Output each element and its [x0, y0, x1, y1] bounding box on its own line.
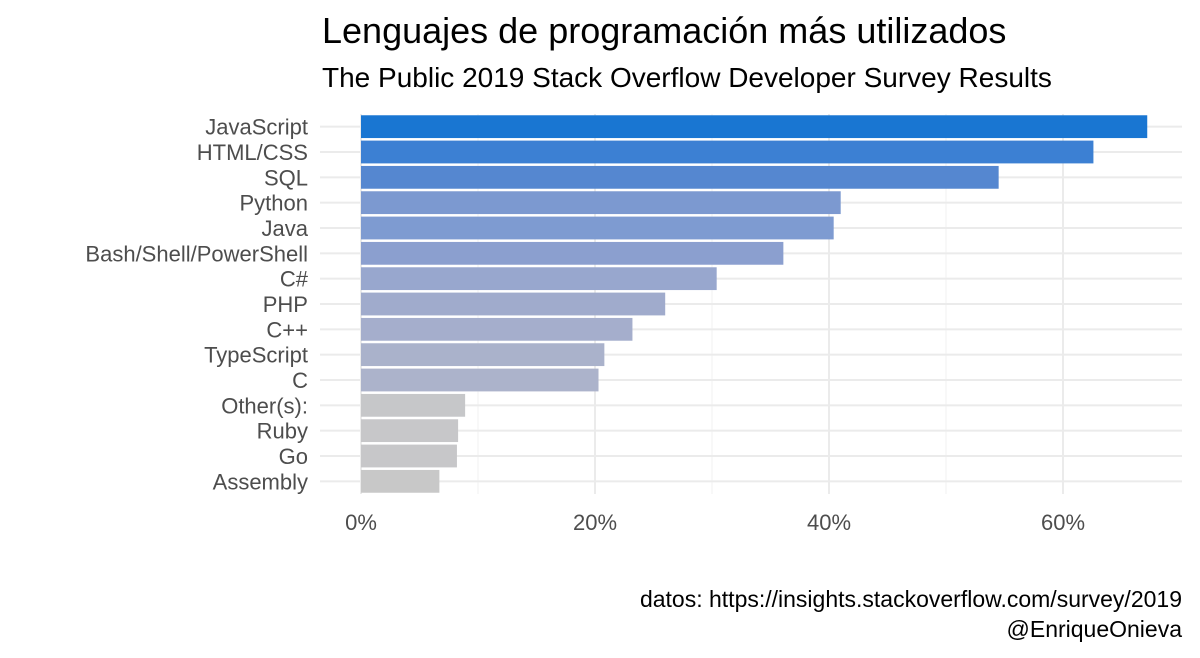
category-label: Java — [262, 216, 309, 241]
category-label: SQL — [264, 165, 308, 190]
bar — [361, 444, 457, 468]
category-label: Python — [240, 191, 309, 216]
bar — [361, 368, 599, 392]
category-label: Assembly — [213, 469, 308, 494]
category-label: C++ — [266, 317, 308, 342]
category-label: C# — [280, 267, 309, 292]
bar — [361, 419, 459, 443]
bar — [361, 140, 1094, 164]
bar — [361, 469, 440, 493]
category-label: Other(s): — [221, 393, 308, 418]
category-label: JavaScript — [205, 115, 308, 140]
chart-subtitle: The Public 2019 Stack Overflow Developer… — [322, 62, 1052, 93]
x-tick-label: 60% — [1041, 510, 1085, 535]
bar — [361, 241, 784, 265]
category-label: C — [292, 368, 308, 393]
category-label: HTML/CSS — [197, 140, 308, 165]
category-label: PHP — [263, 292, 308, 317]
bar — [361, 165, 999, 189]
bar — [361, 267, 717, 291]
bar — [361, 393, 466, 417]
x-tick-label: 40% — [807, 510, 851, 535]
category-label: Go — [279, 444, 308, 469]
bar — [361, 115, 1148, 139]
category-label: Bash/Shell/PowerShell — [85, 241, 308, 266]
bar — [361, 317, 633, 341]
author-caption: @EnriqueOnieva — [1006, 616, 1183, 642]
bar — [361, 292, 666, 316]
bar — [361, 343, 605, 367]
x-tick-label: 0% — [345, 510, 377, 535]
bar — [361, 216, 834, 240]
source-caption: datos: https://insights.stackoverflow.co… — [639, 586, 1182, 612]
x-tick-label: 20% — [573, 510, 617, 535]
bar — [361, 191, 841, 215]
category-label: Ruby — [257, 419, 308, 444]
category-label: TypeScript — [204, 343, 308, 368]
chart-title: Lenguajes de programación más utilizados — [322, 10, 1007, 51]
